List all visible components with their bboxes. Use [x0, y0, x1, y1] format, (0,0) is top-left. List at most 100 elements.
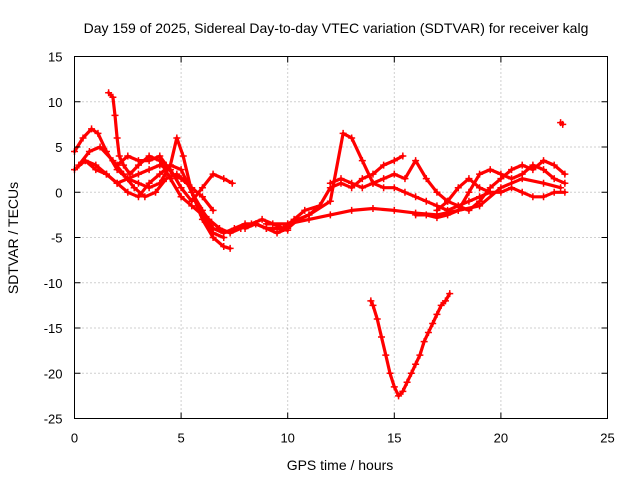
- x-tick-label: 20: [494, 431, 508, 446]
- data-point: [508, 184, 516, 192]
- data-point: [301, 206, 309, 214]
- chart-title: Day 159 of 2025, Sidereal Day-to-day VTE…: [84, 20, 589, 36]
- data-point: [412, 193, 420, 201]
- data-point: [348, 206, 356, 214]
- data-point: [169, 170, 177, 178]
- series-sat-l: [433, 175, 569, 214]
- data-point: [124, 152, 132, 160]
- data-point: [395, 392, 403, 400]
- data-point: [540, 166, 548, 174]
- data-point: [209, 170, 217, 178]
- data-point: [465, 197, 473, 205]
- data-point: [162, 161, 170, 169]
- x-tick-label: 5: [177, 431, 184, 446]
- data-point: [109, 93, 117, 101]
- data-point: [497, 188, 505, 196]
- data-point: [220, 243, 228, 251]
- data-point: [85, 148, 93, 156]
- data-point: [179, 152, 187, 160]
- series-sat-d: [81, 157, 236, 205]
- data-point: [241, 224, 249, 232]
- data-point: [373, 315, 381, 323]
- data-point: [399, 152, 407, 160]
- data-point: [111, 111, 119, 119]
- data-point: [369, 205, 377, 213]
- data-point: [401, 175, 409, 183]
- data-point: [369, 179, 377, 187]
- data-point: [226, 244, 234, 252]
- data-point: [486, 188, 494, 196]
- data-point: [412, 360, 420, 368]
- data-point: [540, 179, 548, 187]
- data-point: [358, 184, 366, 192]
- series-sat-h: [262, 129, 494, 228]
- data-point: [92, 166, 100, 174]
- data-point: [109, 157, 117, 165]
- y-tick-label: 15: [48, 50, 62, 65]
- data-point: [508, 175, 516, 183]
- y-tick-label: 5: [55, 140, 62, 155]
- data-point: [433, 214, 441, 222]
- series-line: [72, 127, 232, 250]
- data-point: [380, 184, 388, 192]
- data-point: [382, 351, 390, 359]
- data-point: [152, 188, 160, 196]
- data-point: [407, 369, 415, 377]
- data-point: [444, 197, 452, 205]
- data-point: [380, 175, 388, 183]
- data-point: [113, 179, 121, 187]
- data-point: [561, 188, 569, 196]
- data-point: [188, 184, 196, 192]
- data-point: [422, 211, 430, 219]
- data-point: [326, 179, 334, 187]
- y-tick-label: -15: [44, 321, 63, 336]
- x-tick-label: 10: [280, 431, 294, 446]
- data-point: [454, 184, 462, 192]
- series-line: [369, 292, 452, 398]
- data-point: [378, 333, 386, 341]
- data-point: [429, 319, 437, 327]
- data-point: [386, 369, 394, 377]
- data-point: [145, 157, 153, 165]
- data-point: [113, 134, 121, 142]
- y-axis-label: SDTVAR / TECUs: [5, 182, 21, 294]
- series-layer: [71, 89, 569, 400]
- data-point: [476, 170, 484, 178]
- y-tick-label: -10: [44, 276, 63, 291]
- data-point: [420, 338, 428, 346]
- data-point: [198, 184, 206, 192]
- data-point: [529, 193, 537, 201]
- data-point: [559, 120, 567, 128]
- data-point: [105, 89, 113, 97]
- data-point: [134, 170, 142, 178]
- data-point: [88, 125, 96, 133]
- data-point: [550, 161, 558, 169]
- data-point: [550, 188, 558, 196]
- data-point: [561, 179, 569, 187]
- data-point: [497, 170, 505, 178]
- y-tick-label: -25: [44, 412, 63, 427]
- series-sat-a: [71, 125, 234, 252]
- data-point: [177, 184, 185, 192]
- data-point: [115, 152, 123, 160]
- data-point: [198, 211, 206, 219]
- series-sat-f: [113, 152, 217, 214]
- data-point: [403, 378, 411, 386]
- data-point: [305, 215, 313, 223]
- data-point: [124, 188, 132, 196]
- data-point: [113, 161, 121, 169]
- y-tick-label: 0: [55, 185, 62, 200]
- data-point: [399, 387, 407, 395]
- x-tick-label: 25: [600, 431, 614, 446]
- data-point: [518, 161, 526, 169]
- axis-ticks: 0 5 10 15 20 25 -25 -20 -15 -10 -5 0 5 10 15: [44, 50, 615, 446]
- data-point: [369, 170, 377, 178]
- data-point: [79, 134, 87, 142]
- data-point: [96, 143, 104, 151]
- data-point: [540, 157, 548, 165]
- data-point: [433, 310, 441, 318]
- data-point: [220, 175, 228, 183]
- data-point: [134, 193, 142, 201]
- data-point: [369, 301, 377, 309]
- data-point: [284, 220, 292, 228]
